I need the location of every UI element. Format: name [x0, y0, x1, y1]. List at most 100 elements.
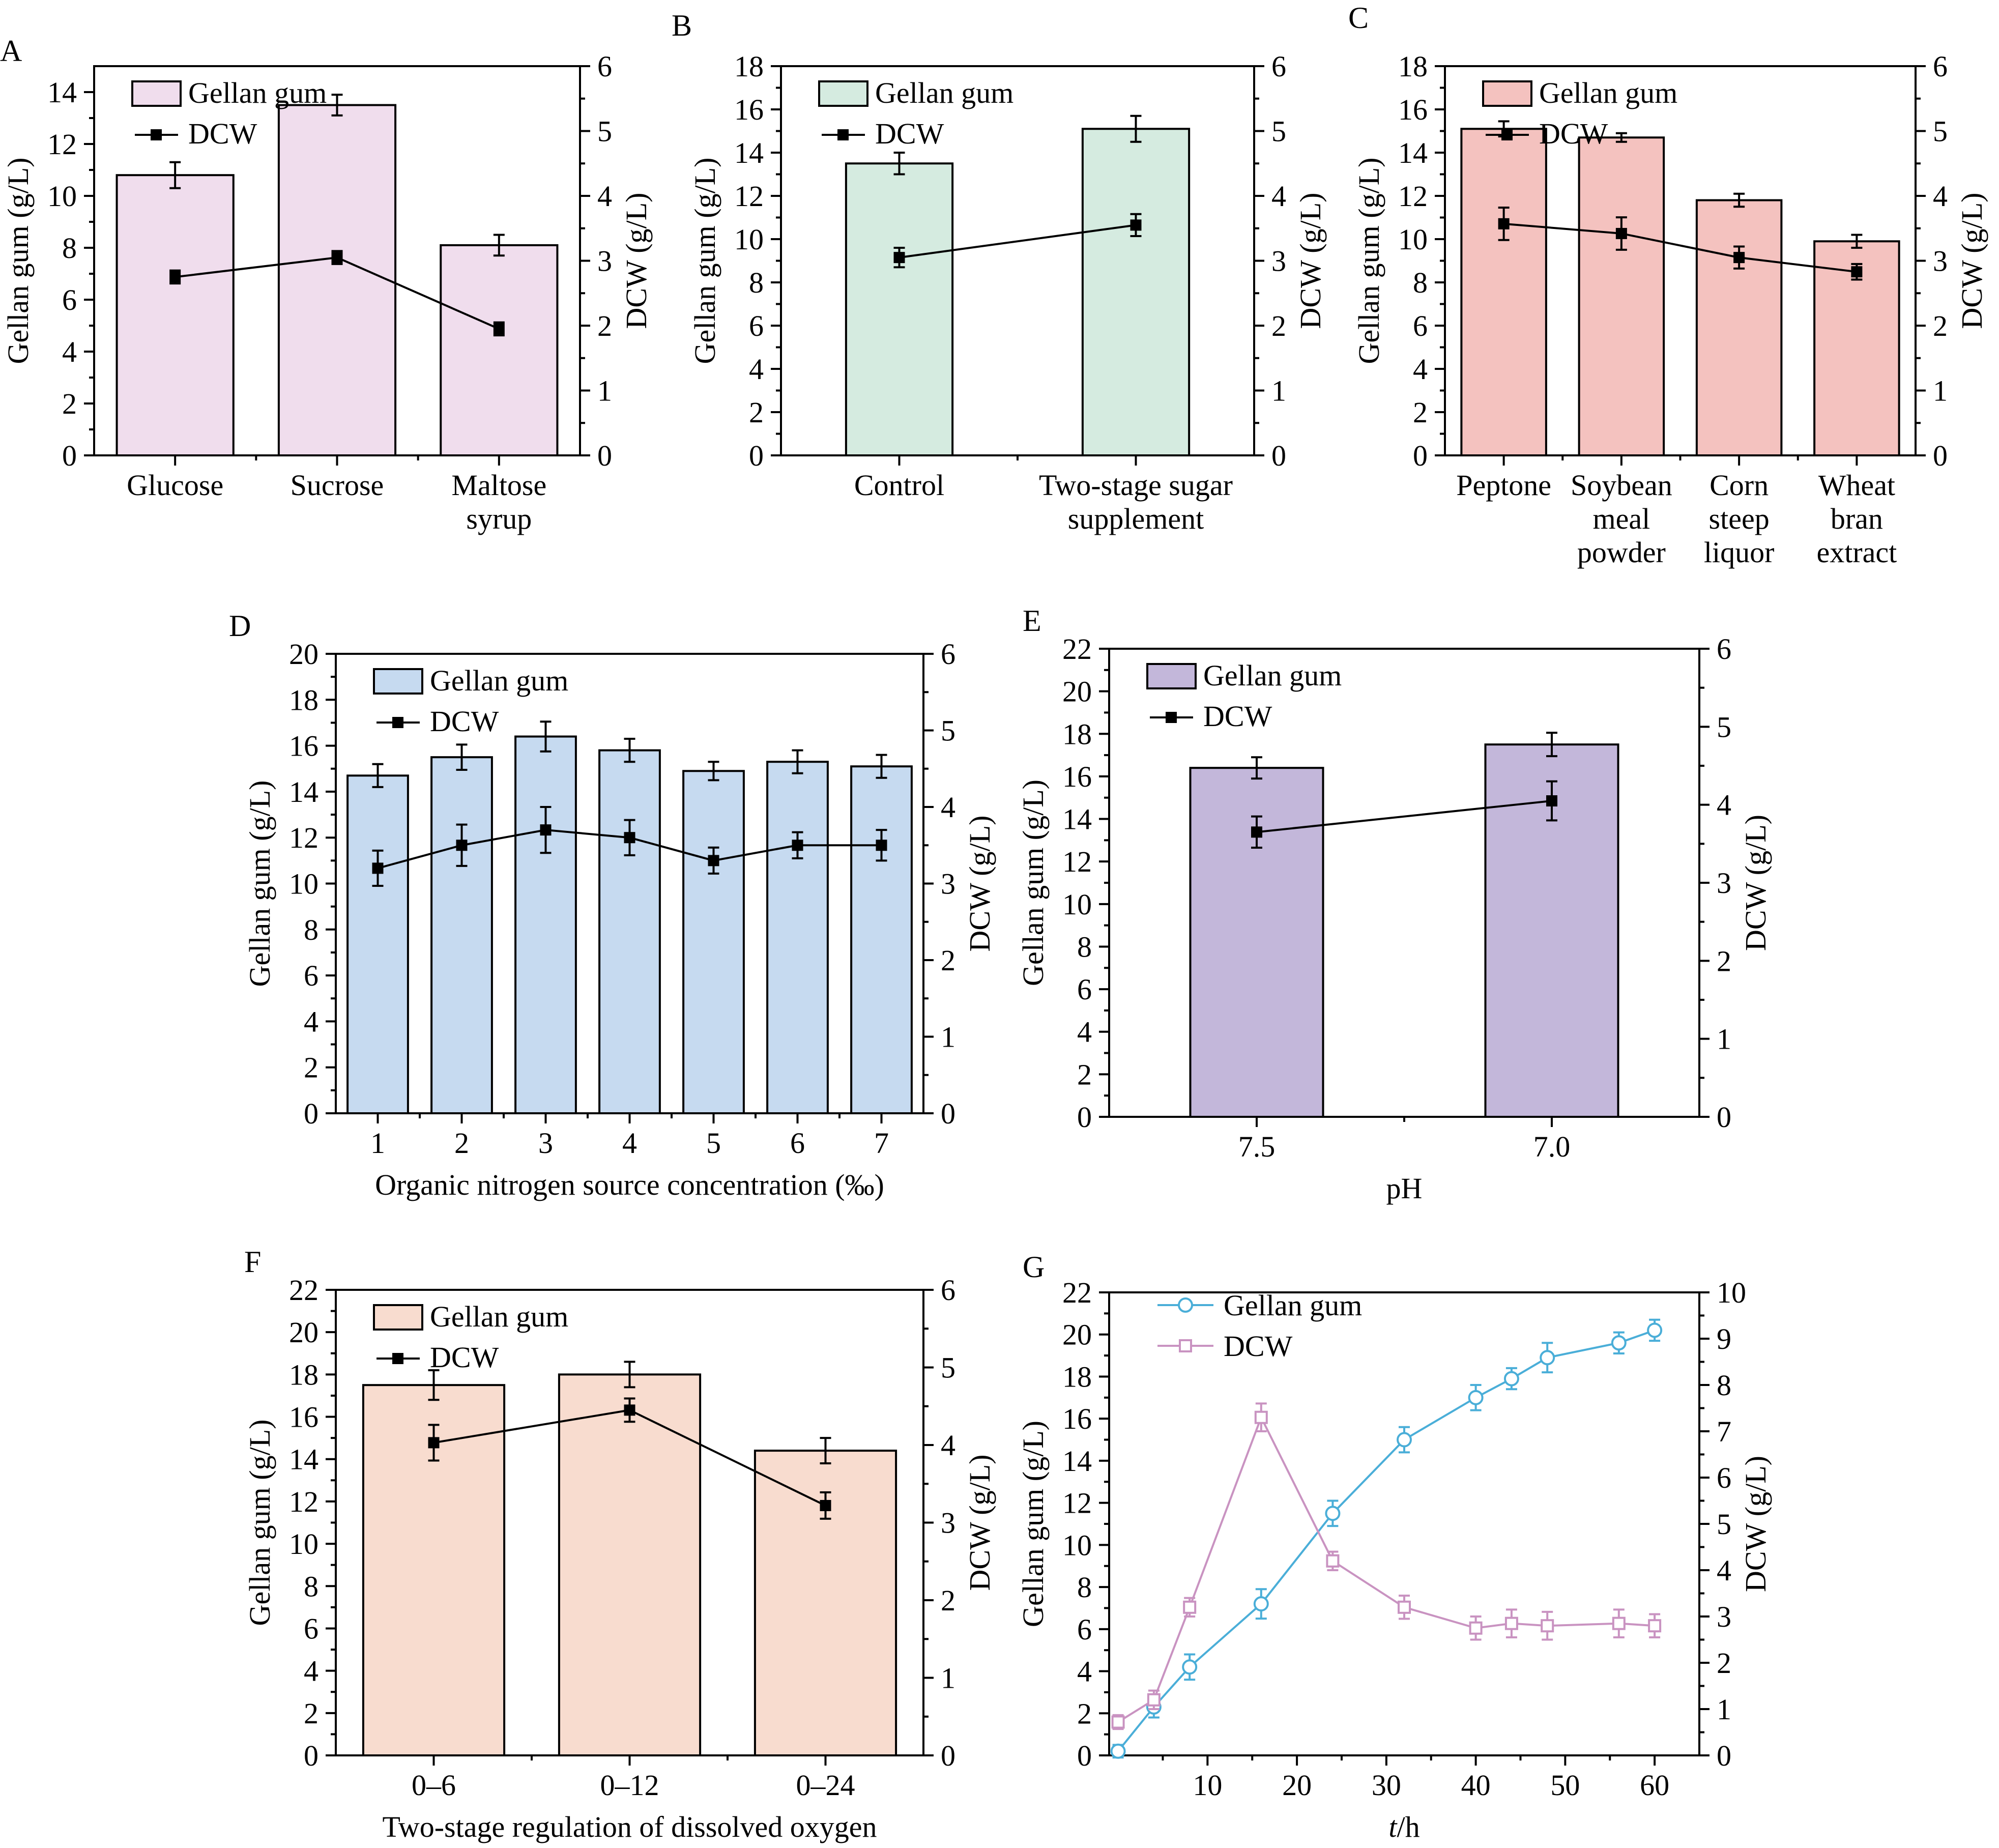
y2-tick-label: 2 — [597, 309, 612, 342]
y-axis-title: Gellan gum (g/L) — [1017, 1421, 1050, 1627]
y-tick-label: 16 — [1062, 760, 1092, 793]
y-tick-label: 2 — [1077, 1058, 1092, 1091]
y-tick-label: 22 — [289, 1274, 318, 1307]
dcw-point — [1130, 219, 1142, 231]
y2-axis-title: DCW (g/L) — [620, 193, 653, 329]
legend-label-gellan: Gellan gum — [1539, 76, 1677, 109]
bar — [1578, 136, 1665, 456]
category-label: 6 — [790, 1127, 805, 1160]
dcw-point — [1546, 795, 1557, 806]
legend-label-gellan: Gellan gum — [430, 1300, 568, 1333]
y2-tick-label: 4 — [941, 1429, 955, 1462]
y-tick-label: 10 — [1062, 888, 1092, 921]
y2-tick-label: 1 — [941, 1662, 955, 1695]
y-tick-label: 20 — [289, 638, 318, 671]
panel-letter: D — [229, 609, 251, 643]
y2-tick-label: 6 — [1717, 1461, 1731, 1494]
y-axis-title: Gellan gum (g/L) — [1352, 158, 1385, 364]
series-point-1 — [1398, 1600, 1411, 1614]
y2-tick-label: 0 — [1271, 439, 1286, 472]
panel-letter: C — [1348, 1, 1369, 35]
series-point-1 — [1147, 1693, 1161, 1707]
series-point-1 — [1541, 1619, 1554, 1633]
x-axis-title: Two-stage regulation of dissolved oxygen — [382, 1810, 877, 1843]
y-axis-title: Gellan gum (g/L) — [688, 158, 721, 364]
y-tick-label: 2 — [1077, 1697, 1092, 1730]
legend-marker-dcw — [1166, 712, 1177, 723]
y-tick-label: 14 — [734, 136, 764, 169]
y2-tick-label: 5 — [1717, 710, 1731, 743]
y-axis-title: Gellan gum (g/L) — [243, 1420, 276, 1626]
y2-tick-label: 5 — [1271, 115, 1286, 148]
y2-tick-label: 5 — [941, 714, 955, 747]
series-point-1 — [1504, 1616, 1518, 1630]
y2-tick-label: 4 — [597, 180, 612, 213]
y-tick-label: 2 — [304, 1697, 318, 1730]
dcw-point — [540, 824, 552, 836]
bar — [1460, 128, 1547, 456]
category-label: Maltose syrup — [451, 469, 546, 535]
category-label: Two-stage sugar supplement — [1039, 469, 1233, 535]
y-tick-label: 8 — [304, 1570, 318, 1603]
y2-tick-label: 1 — [1271, 374, 1286, 408]
y-tick-label: 22 — [1062, 1276, 1092, 1309]
bar — [430, 756, 493, 1115]
x-axis-title: t/h — [1388, 1810, 1419, 1843]
bar — [277, 104, 397, 456]
series-point-1 — [1648, 1619, 1662, 1633]
category-label: 2 — [454, 1127, 469, 1160]
y-tick-label: 8 — [1077, 1571, 1092, 1604]
category-label: Control — [854, 469, 944, 502]
y-tick-label: 18 — [734, 50, 764, 83]
y2-tick-label: 8 — [1717, 1369, 1731, 1402]
y-tick-label: 4 — [749, 353, 764, 386]
y-tick-label: 8 — [62, 232, 77, 265]
y2-tick-label: 2 — [941, 944, 955, 977]
y2-tick-label: 1 — [941, 1021, 955, 1054]
y-axis-title: Gellan gum (g/L) — [1017, 779, 1050, 986]
y-tick-label: 10 — [289, 1527, 318, 1561]
y-tick-label: 18 — [1062, 1360, 1092, 1393]
y2-tick-label: 10 — [1717, 1276, 1746, 1309]
dcw-point — [876, 840, 887, 851]
legend-swatch-gellan — [373, 668, 423, 695]
y-tick-label: 10 — [1062, 1528, 1092, 1562]
y-tick-label: 8 — [304, 913, 318, 946]
y-tick-label: 22 — [1062, 632, 1092, 666]
bar — [115, 174, 235, 456]
series-point-1 — [1469, 1621, 1483, 1635]
bar — [1081, 128, 1191, 456]
category-label: 0–12 — [600, 1769, 659, 1802]
y-tick-label: 10 — [289, 868, 318, 901]
y-tick-label: 14 — [47, 76, 77, 109]
y-tick-label: 12 — [289, 1485, 318, 1518]
y-tick-label: 18 — [289, 1358, 318, 1391]
legend-label-gellan: Gellan gum — [430, 664, 568, 697]
y2-tick-label: 0 — [941, 1739, 955, 1772]
legend-label-dcw: DCW — [1539, 117, 1608, 150]
y-tick-label: 12 — [289, 821, 318, 854]
series-point-1 — [1254, 1410, 1268, 1424]
dcw-point — [428, 1437, 440, 1449]
bar — [850, 765, 913, 1114]
y2-axis-title: DCW (g/L) — [1955, 193, 1988, 329]
y-tick-label: 14 — [289, 775, 318, 808]
legend-swatch-gellan — [373, 1304, 423, 1331]
legend-label-gellan: Gellan gum — [1203, 659, 1342, 692]
y-tick-label: 10 — [734, 223, 764, 256]
x-tick-label: 20 — [1282, 1769, 1312, 1802]
y2-tick-label: 2 — [1717, 1647, 1731, 1680]
y-tick-label: 14 — [1062, 1445, 1092, 1478]
y2-tick-label: 4 — [1271, 180, 1286, 213]
category-label: 3 — [538, 1127, 553, 1160]
category-label: 7.0 — [1533, 1130, 1571, 1163]
y2-tick-label: 0 — [1717, 1739, 1731, 1772]
category-label: Corn steep liquor — [1704, 469, 1775, 569]
y2-tick-label: 5 — [597, 115, 612, 148]
y2-tick-label: 9 — [1717, 1322, 1731, 1355]
y-tick-label: 12 — [47, 128, 77, 161]
y-tick-label: 4 — [304, 1005, 318, 1038]
legend-label-dcw: DCW — [430, 1341, 499, 1374]
